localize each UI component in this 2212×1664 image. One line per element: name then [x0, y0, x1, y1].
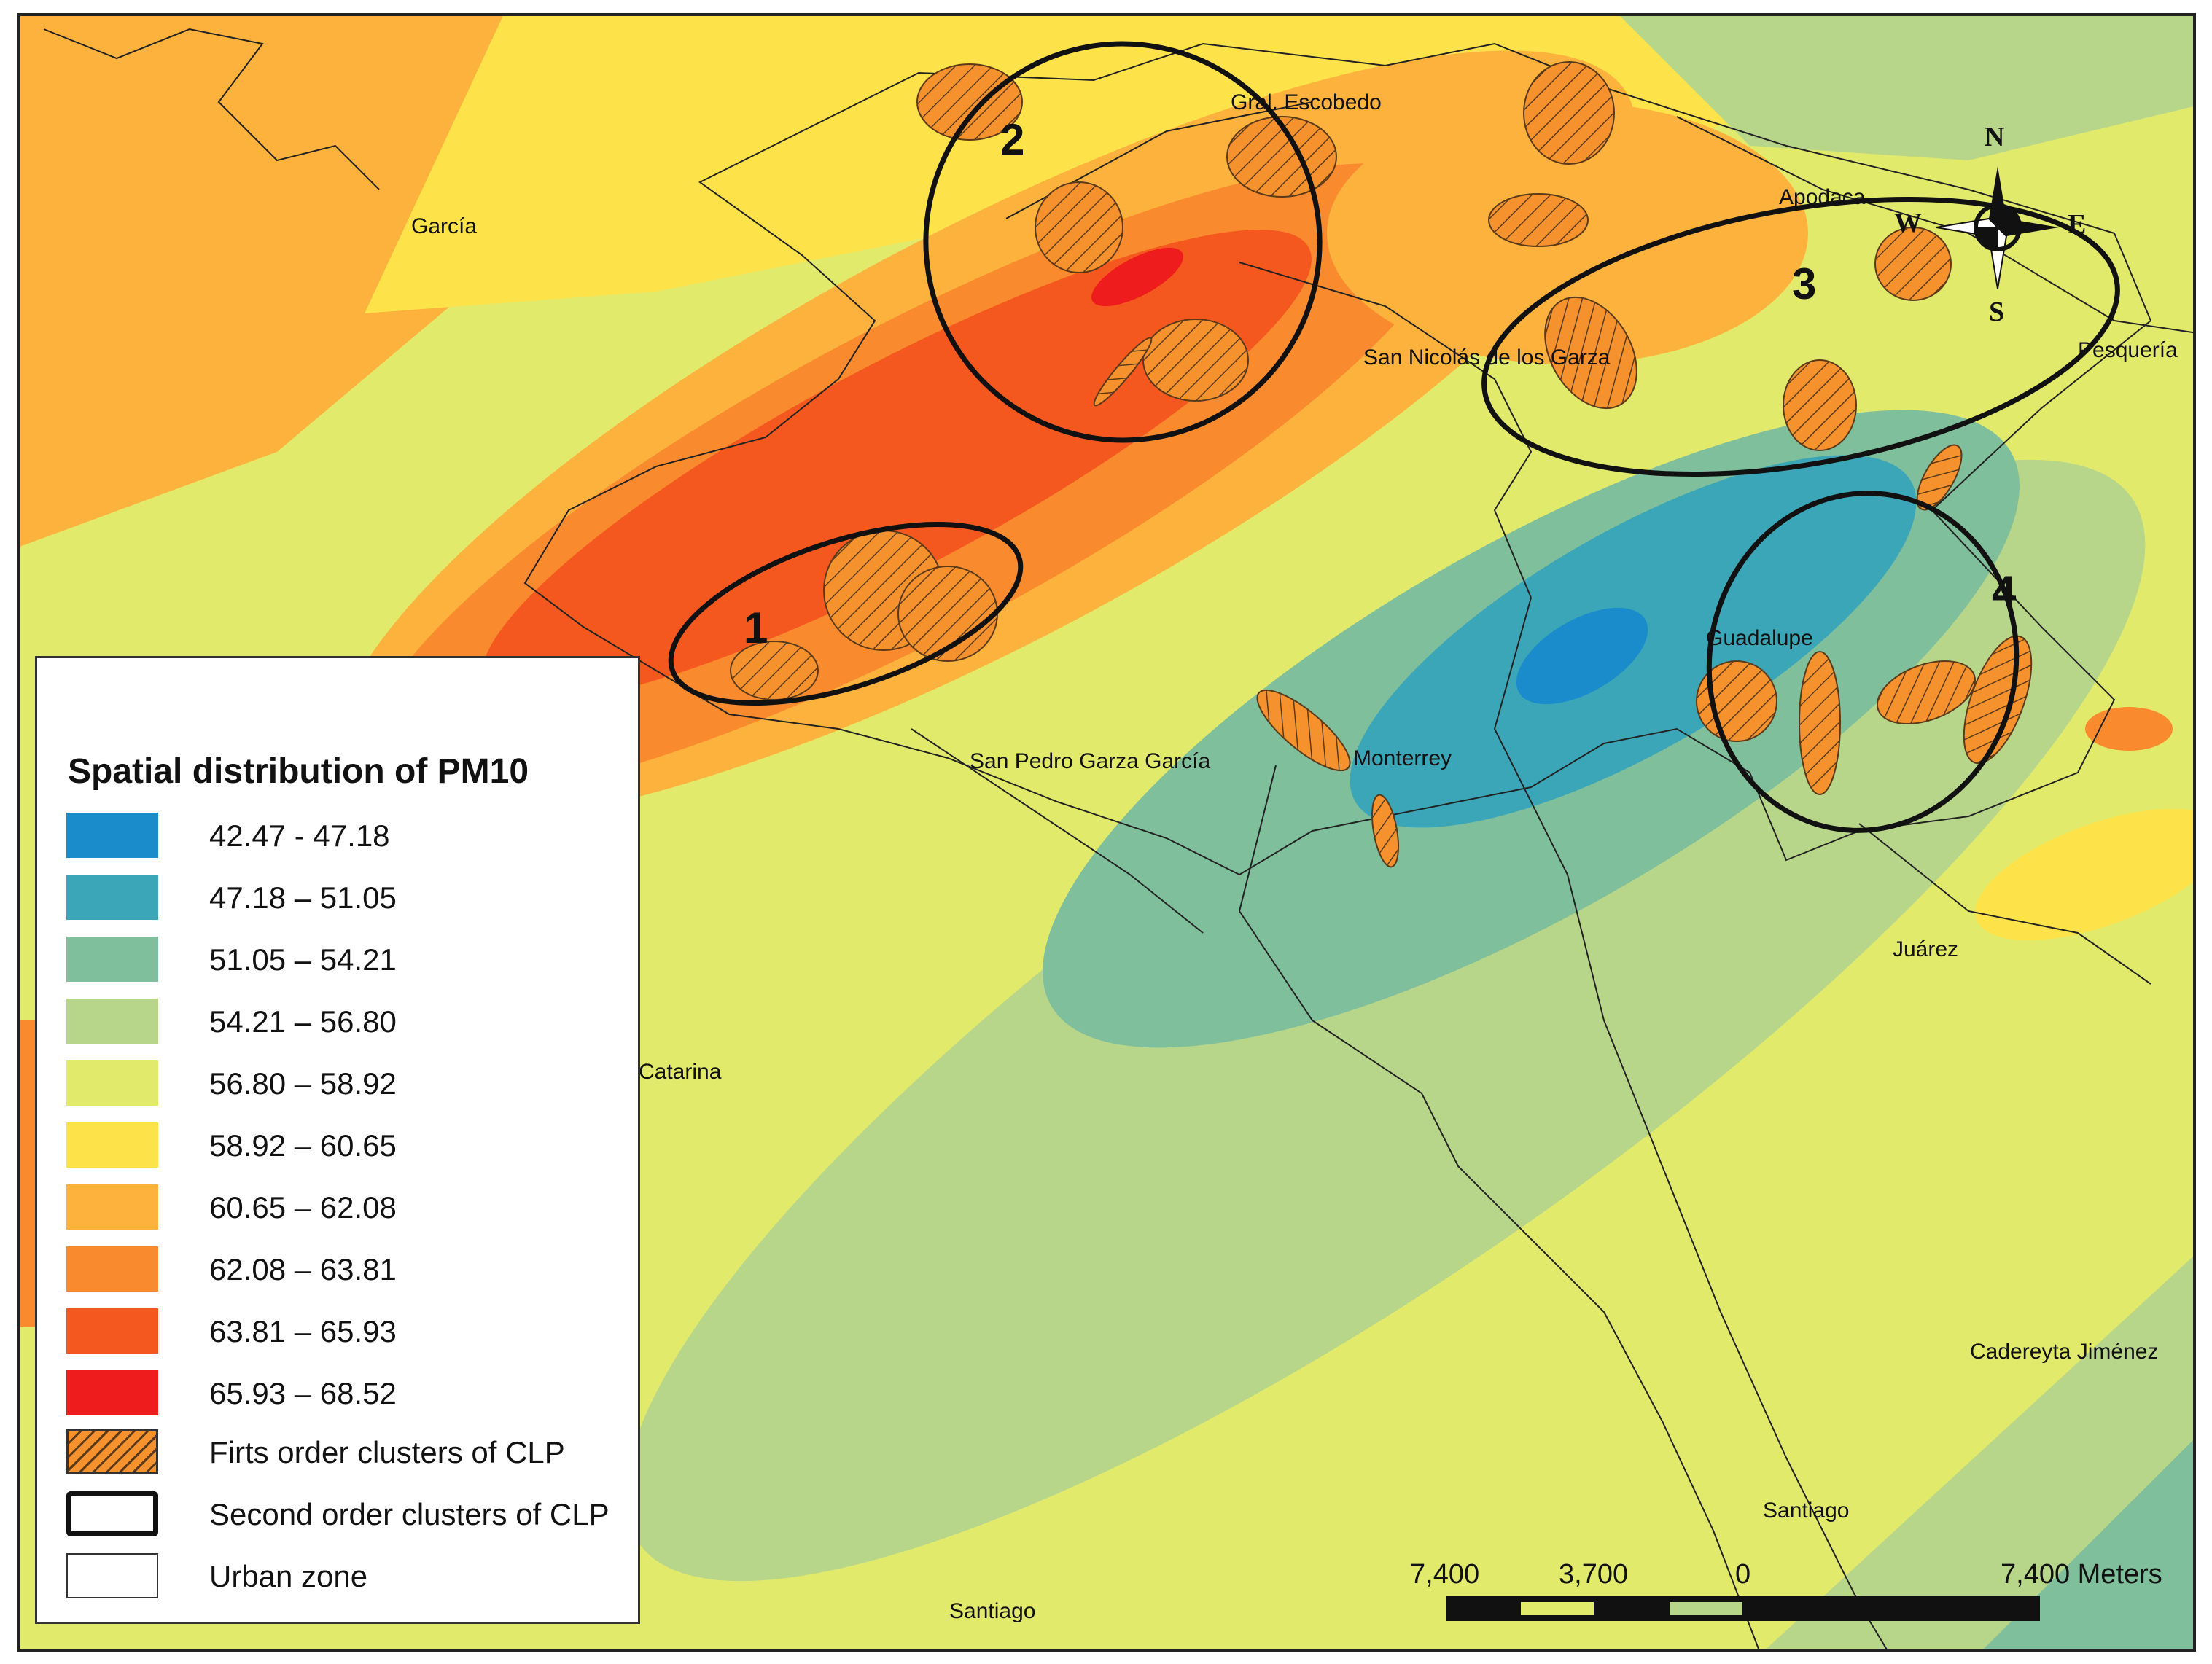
label-monterrey: Monterrey: [1353, 746, 1452, 770]
legend-swatch-second-order: [66, 1491, 158, 1536]
compass-w: W: [1894, 208, 1922, 238]
label-garcia: García: [411, 214, 477, 238]
scale-label-1: 3,700: [1559, 1559, 1628, 1590]
legend-label-first-order: Firts order clusters of CLP: [209, 1435, 565, 1469]
cluster-number-1: 1: [744, 604, 768, 652]
label-pesqueria: Pesquería: [2078, 338, 2178, 362]
legend-swatch: [66, 1122, 158, 1168]
legend-class-label: 62.08 – 63.81: [209, 1252, 397, 1286]
label-santiago-south: Santiago: [949, 1599, 1035, 1623]
legend-title: Spatial distribution of PM10: [68, 752, 529, 791]
legend-class-label: 56.80 – 58.92: [209, 1066, 397, 1101]
legend-swatch: [66, 999, 158, 1044]
legend-class-label: 47.18 – 51.05: [209, 880, 397, 915]
legend-class-label: 60.65 – 62.08: [209, 1190, 397, 1224]
label-cadereyta: Cadereyta Jiménez: [1970, 1340, 2158, 1364]
legend-class-label: 65.93 – 68.52: [209, 1376, 397, 1410]
scale-bar: 7,400 3,700 0 7,400 Meters: [1410, 1559, 2162, 1621]
compass-rose: N S E W: [1894, 122, 2086, 327]
legend-class-label: 63.81 – 65.93: [209, 1314, 397, 1348]
legend-swatch: [66, 1184, 158, 1230]
legend-class-label: 54.21 – 56.80: [209, 1004, 397, 1039]
legend-swatch: [66, 1370, 158, 1415]
legend-swatch: [66, 937, 158, 982]
legend-swatch: [66, 1060, 158, 1106]
label-gral-escobedo: Gral. Escobedo: [1231, 90, 1382, 114]
legend-swatch-urban-zone: [66, 1553, 158, 1598]
legend-label-second-order: Second order clusters of CLP: [209, 1497, 610, 1531]
label-apodaca: Apodaca: [1779, 185, 1866, 209]
legend-class-label: 51.05 – 54.21: [209, 942, 397, 977]
map-frame: [17, 13, 2196, 1652]
scale-label-0: 7,400: [1410, 1559, 1479, 1590]
place-labels: García Gral. Escobedo Apodaca Pesquería …: [411, 90, 2178, 1623]
cluster-numbers: 1 2 3 4: [744, 115, 2017, 652]
second-order-clusters: [668, 41, 2120, 833]
legend-label-urban-zone: Urban zone: [209, 1559, 368, 1593]
scale-label-2: 0: [1735, 1559, 1750, 1590]
legend-swatch: [66, 1246, 158, 1292]
legend-swatch: [66, 813, 158, 858]
label-guadalupe: Guadalupe: [1706, 626, 1813, 650]
cluster-number-2: 2: [1000, 115, 1024, 164]
label-santa-catarina: Catarina: [639, 1060, 722, 1084]
label-san-nicolas: San Nicolás de los Garza: [1363, 345, 1611, 370]
scale-label-3: 7,400 Meters: [2001, 1559, 2162, 1590]
compass-e: E: [2068, 209, 2086, 240]
legend-class-label: 58.92 – 60.65: [209, 1128, 397, 1163]
compass-n: N: [1985, 122, 2004, 152]
label-san-pedro: San Pedro Garza García: [970, 749, 1210, 773]
legend-swatch: [66, 1308, 158, 1354]
compass-s: S: [1989, 297, 2004, 327]
legend: Spatial distribution of PM10 42.47 - 47.…: [35, 656, 640, 1624]
legend-class-label: 42.47 - 47.18: [209, 819, 390, 853]
cluster-number-3: 3: [1792, 259, 1816, 308]
legend-swatch: [66, 875, 158, 920]
legend-swatch-first-order: [66, 1429, 158, 1474]
cluster-number-4: 4: [1992, 567, 2017, 616]
first-order-clusters: [730, 61, 2033, 868]
label-santiago-east: Santiago: [1763, 1499, 1849, 1523]
label-juarez: Juárez: [1893, 937, 1958, 961]
